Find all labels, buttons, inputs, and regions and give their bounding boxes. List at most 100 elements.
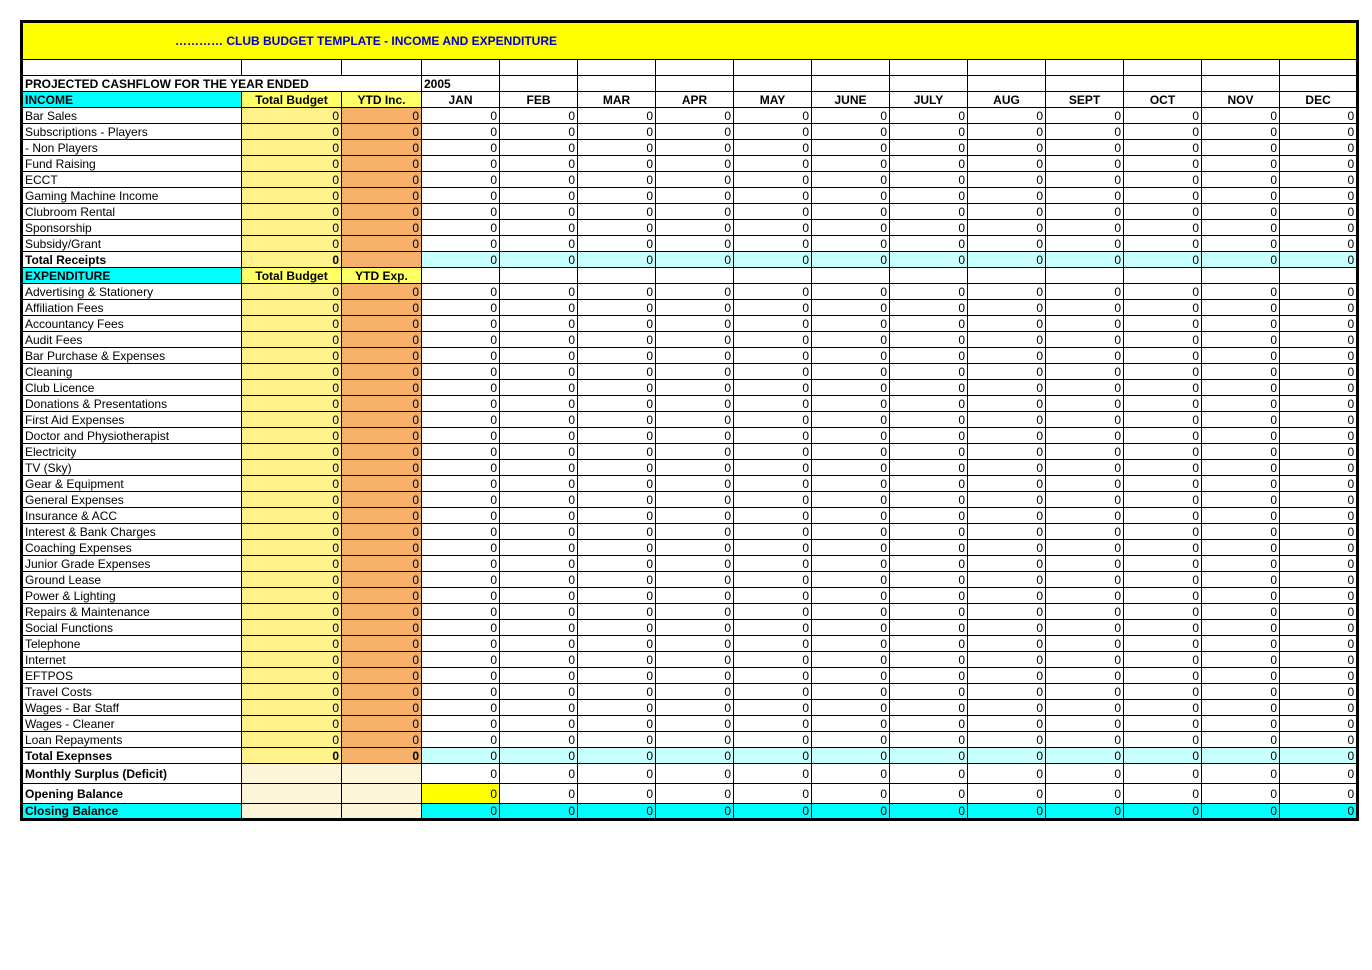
month-cell[interactable]: 0 [422,652,500,668]
month-cell[interactable]: 0 [1124,732,1202,748]
month-cell[interactable]: 0 [968,492,1046,508]
month-cell[interactable]: 0 [1124,220,1202,236]
ytd-cell[interactable]: 0 [342,476,422,492]
month-cell[interactable]: 0 [890,636,968,652]
month-cell[interactable]: 0 [1124,652,1202,668]
month-cell[interactable]: 0 [578,364,656,380]
total-budget-cell[interactable]: 0 [242,364,342,380]
month-cell[interactable]: 0 [1202,588,1280,604]
month-cell[interactable]: 0 [890,476,968,492]
month-cell[interactable]: 0 [968,620,1046,636]
month-cell[interactable]: 0 [1046,588,1124,604]
month-cell[interactable]: 0 [890,460,968,476]
month-cell[interactable]: 0 [890,396,968,412]
month-cell[interactable]: 0 [422,636,500,652]
ytd-cell[interactable]: 0 [342,332,422,348]
month-cell[interactable]: 0 [1124,604,1202,620]
month-cell[interactable]: 0 [890,572,968,588]
month-cell[interactable]: 0 [422,204,500,220]
ytd-cell[interactable]: 0 [342,204,422,220]
month-cell[interactable]: 0 [500,668,578,684]
month-cell[interactable]: 0 [1280,604,1358,620]
month-cell[interactable]: 0 [1280,156,1358,172]
ytd-cell[interactable]: 0 [342,460,422,476]
month-cell[interactable]: 0 [422,156,500,172]
month-cell[interactable]: 0 [422,348,500,364]
total-budget-cell[interactable]: 0 [242,460,342,476]
month-cell[interactable]: 0 [812,492,890,508]
month-cell[interactable]: 0 [1046,540,1124,556]
ytd-cell[interactable]: 0 [342,524,422,540]
month-cell[interactable]: 0 [1280,332,1358,348]
month-cell[interactable]: 0 [1046,716,1124,732]
month-cell[interactable]: 0 [1124,524,1202,540]
month-cell[interactable]: 0 [734,204,812,220]
total-budget-cell[interactable]: 0 [242,396,342,412]
month-cell[interactable]: 0 [734,556,812,572]
month-cell[interactable]: 0 [656,380,734,396]
month-cell[interactable]: 0 [1280,460,1358,476]
month-cell[interactable]: 0 [734,156,812,172]
month-cell[interactable]: 0 [656,108,734,124]
ytd-cell[interactable]: 0 [342,220,422,236]
month-cell[interactable]: 0 [656,172,734,188]
month-cell[interactable]: 0 [1280,188,1358,204]
ytd-cell[interactable]: 0 [342,540,422,556]
month-cell[interactable]: 0 [968,588,1046,604]
month-cell[interactable]: 0 [578,348,656,364]
month-cell[interactable]: 0 [734,460,812,476]
total-budget-cell[interactable]: 0 [242,716,342,732]
total-budget-cell[interactable]: 0 [242,428,342,444]
month-cell[interactable]: 0 [1202,348,1280,364]
month-cell[interactable]: 0 [422,572,500,588]
month-cell[interactable]: 0 [1280,556,1358,572]
month-cell[interactable]: 0 [1280,524,1358,540]
month-cell[interactable]: 0 [1046,492,1124,508]
month-cell[interactable]: 0 [500,700,578,716]
month-cell[interactable]: 0 [890,380,968,396]
month-cell[interactable]: 0 [968,412,1046,428]
month-cell[interactable]: 0 [500,732,578,748]
month-cell[interactable]: 0 [500,508,578,524]
ytd-cell[interactable]: 0 [342,316,422,332]
month-cell[interactable]: 0 [812,412,890,428]
month-cell[interactable]: 0 [656,732,734,748]
month-cell[interactable]: 0 [422,300,500,316]
month-cell[interactable]: 0 [1280,444,1358,460]
month-cell[interactable]: 0 [500,124,578,140]
ytd-cell[interactable]: 0 [342,620,422,636]
month-cell[interactable]: 0 [500,380,578,396]
total-budget-cell[interactable]: 0 [242,172,342,188]
month-cell[interactable]: 0 [1202,332,1280,348]
month-cell[interactable]: 0 [1046,524,1124,540]
month-cell[interactable]: 0 [578,300,656,316]
month-cell[interactable]: 0 [1046,700,1124,716]
month-cell[interactable]: 0 [968,524,1046,540]
month-cell[interactable]: 0 [890,412,968,428]
total-budget-cell[interactable]: 0 [242,348,342,364]
month-cell[interactable]: 0 [578,732,656,748]
month-cell[interactable]: 0 [500,636,578,652]
month-cell[interactable]: 0 [1046,284,1124,300]
month-cell[interactable]: 0 [734,396,812,412]
total-budget-cell[interactable]: 0 [242,556,342,572]
month-cell[interactable]: 0 [1202,380,1280,396]
month-cell[interactable]: 0 [578,460,656,476]
month-cell[interactable]: 0 [1280,220,1358,236]
month-cell[interactable]: 0 [1046,604,1124,620]
month-cell[interactable]: 0 [1046,636,1124,652]
month-cell[interactable]: 0 [1046,188,1124,204]
month-cell[interactable]: 0 [1280,732,1358,748]
month-cell[interactable]: 0 [500,300,578,316]
month-cell[interactable]: 0 [734,220,812,236]
month-cell[interactable]: 0 [578,668,656,684]
total-budget-cell[interactable]: 0 [242,588,342,604]
total-budget-cell[interactable]: 0 [242,300,342,316]
month-cell[interactable]: 0 [968,460,1046,476]
month-cell[interactable]: 0 [1124,620,1202,636]
month-cell[interactable]: 0 [656,572,734,588]
month-cell[interactable]: 0 [812,108,890,124]
month-cell[interactable]: 0 [890,332,968,348]
total-budget-cell[interactable]: 0 [242,108,342,124]
month-cell[interactable]: 0 [1202,396,1280,412]
